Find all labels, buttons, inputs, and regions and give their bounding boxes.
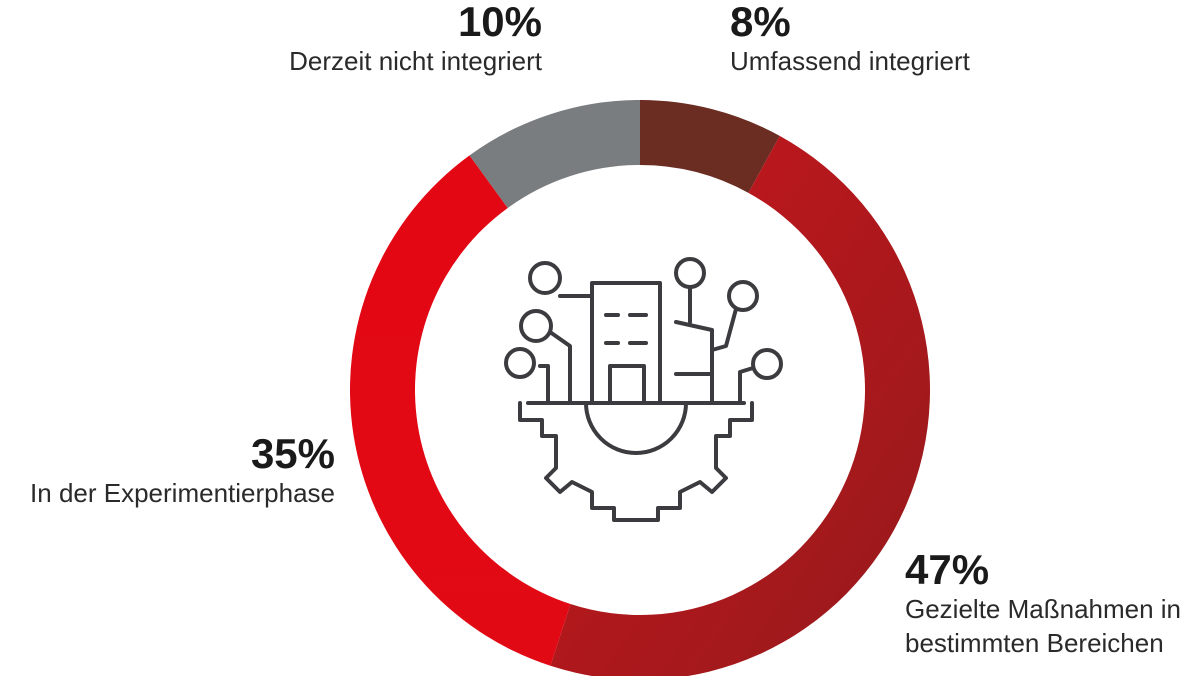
donut-slice-3 bbox=[350, 155, 571, 666]
callout-nicht-integriert: 10% Derzeit nicht integriert bbox=[289, 0, 542, 78]
callout-percent: 35% bbox=[250, 430, 335, 477]
callout-umfassend-integriert: 8% Umfassend integriert bbox=[730, 0, 970, 78]
donut-slice-1 bbox=[640, 100, 780, 193]
callout-label: Umfassend integriert bbox=[730, 46, 970, 76]
callout-experimentierphase: 35% In der Experimentierphase bbox=[30, 432, 335, 510]
callout-gezielte-massnahmen: 47% Gezielte Maßnahmen in bestimmten Ber… bbox=[905, 548, 1200, 660]
callout-label: Derzeit nicht integriert bbox=[289, 46, 542, 76]
callout-label: Gezielte Maßnahmen in bestimmten Bereich… bbox=[905, 594, 1182, 658]
building-gear-network-icon bbox=[504, 257, 783, 522]
callout-label: In der Experimentierphase bbox=[30, 478, 335, 508]
donut-slices bbox=[350, 100, 930, 676]
callout-percent: 10% bbox=[457, 0, 542, 45]
donut-slice-4 bbox=[469, 100, 640, 208]
donut-slice-2 bbox=[550, 135, 930, 676]
callout-percent: 8% bbox=[730, 0, 791, 45]
callout-percent: 47% bbox=[905, 546, 990, 593]
